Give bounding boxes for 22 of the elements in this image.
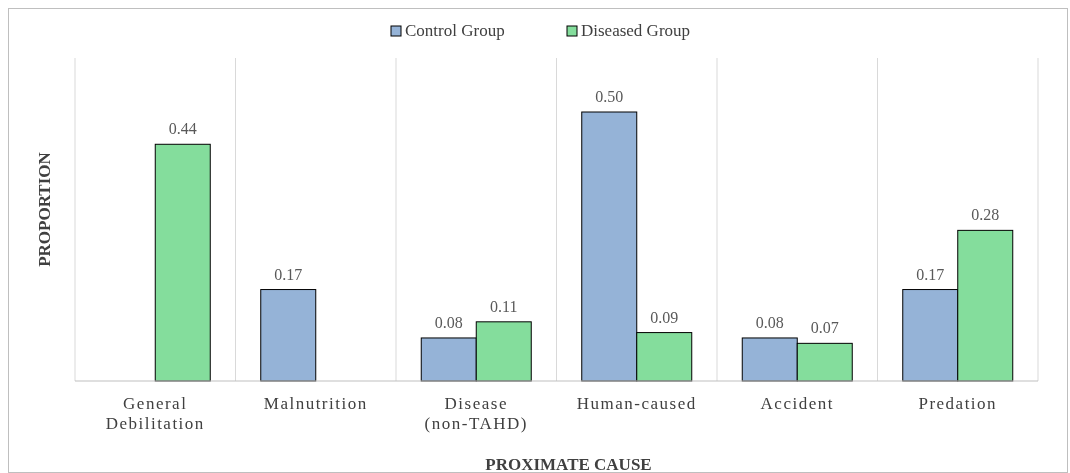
data-label: 0.17: [916, 265, 945, 283]
x-tick-label: Accident: [760, 394, 834, 413]
data-label: 0.08: [434, 313, 463, 331]
data-label: 0.11: [490, 297, 518, 315]
x-tick-label: General Debilitation: [105, 394, 205, 433]
data-label: 0.08: [755, 313, 784, 331]
data-label: 0.44: [168, 120, 197, 138]
bar: [260, 289, 317, 382]
data-label: 0.07: [810, 319, 839, 337]
data-label: 0.09: [650, 308, 679, 326]
x-tick-label: Disease (non-TAHD): [424, 394, 528, 433]
x-tick-label: Malnutrition: [263, 394, 368, 413]
legend-label: Control Group: [405, 21, 505, 40]
bar: [154, 143, 211, 382]
data-label: 0.17: [274, 265, 303, 283]
y-axis-title: PROPORTION: [35, 151, 54, 267]
data-label: 0.28: [971, 206, 1000, 224]
x-axis-title: PROXIMATE CAUSE: [485, 455, 652, 473]
data-label: 0.50: [595, 88, 624, 105]
x-tick-label: Human-caused: [576, 394, 697, 413]
x-tick-label: Predation: [918, 394, 998, 413]
legend-label: Diseased Group: [581, 21, 691, 40]
